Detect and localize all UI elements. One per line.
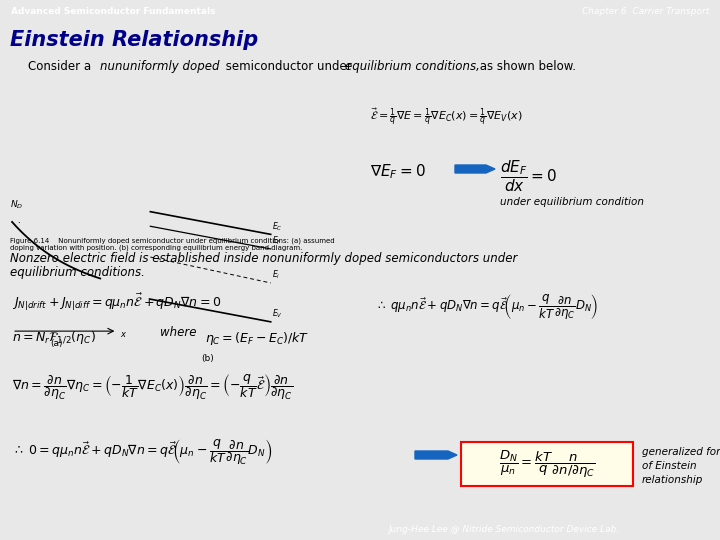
Text: $E_i$: $E_i$ [272, 269, 281, 281]
Text: $n = N_r\mathcal{F}_{1/2}(\eta_C)$: $n = N_r\mathcal{F}_{1/2}(\eta_C)$ [12, 330, 96, 347]
Text: Nonzero electric field is established inside nonuniformly doped semiconductors u: Nonzero electric field is established in… [10, 252, 518, 265]
Text: nununiformly doped: nununiformly doped [100, 60, 220, 73]
Text: where: where [160, 326, 197, 339]
Text: Consider a: Consider a [28, 60, 95, 73]
FancyArrow shape [415, 451, 457, 459]
Text: $E_F$: $E_F$ [272, 235, 282, 247]
Text: semiconductor under: semiconductor under [222, 60, 356, 73]
Text: $\therefore\; q\mu_n n\vec{\mathcal{E}} + qD_N \nabla n = q\vec{\mathcal{E}}\!\l: $\therefore\; q\mu_n n\vec{\mathcal{E}} … [375, 292, 598, 321]
Text: (a): (a) [50, 339, 63, 348]
Text: equilibrium conditions,: equilibrium conditions, [345, 60, 480, 73]
Text: $J_{N|drift} + J_{N|diff} = q\mu_n n\vec{\mathcal{E}} + qD_N \nabla n = 0$: $J_{N|drift} + J_{N|diff} = q\mu_n n\vec… [12, 292, 221, 313]
Text: Jung-Hee Lee @ Nitride Semiconductor Device Lab.: Jung-Hee Lee @ Nitride Semiconductor Dev… [388, 525, 620, 535]
Text: $\therefore\; 0 = q\mu_n n\vec{\mathcal{E}} + qD_N\nabla n = q\vec{\mathcal{E}}\: $\therefore\; 0 = q\mu_n n\vec{\mathcal{… [12, 437, 273, 467]
Text: $E_V$: $E_V$ [272, 308, 283, 320]
Text: equilibrium conditions.: equilibrium conditions. [10, 266, 145, 279]
Text: $x$: $x$ [120, 329, 127, 339]
Text: $\nabla E_F = 0$: $\nabla E_F = 0$ [370, 162, 426, 181]
Text: $\cdot$: $\cdot$ [17, 216, 21, 225]
Text: Advanced Semiconductor Fundamentals: Advanced Semiconductor Fundamentals [11, 6, 215, 16]
Text: $\nabla n = \dfrac{\partial n}{\partial \eta_C}\nabla\eta_C = \left(-\dfrac{1}{k: $\nabla n = \dfrac{\partial n}{\partial … [12, 372, 293, 402]
Text: under equilibrium condition: under equilibrium condition [500, 197, 644, 207]
Text: generalized form
of Einstein
relationship: generalized form of Einstein relationshi… [642, 447, 720, 485]
Text: $\vec{\mathcal{E}} = \frac{1}{q}\nabla E = \frac{1}{q}\nabla E_C(x) = \frac{1}{q: $\vec{\mathcal{E}} = \frac{1}{q}\nabla E… [370, 107, 523, 129]
FancyArrow shape [455, 165, 495, 173]
Text: (b): (b) [201, 354, 214, 363]
Text: Figure 6.14    Nonuniformly doped semiconductor under equilibrium conditions: (a: Figure 6.14 Nonuniformly doped semicondu… [10, 237, 335, 251]
Text: as shown below.: as shown below. [476, 60, 576, 73]
Text: $\dfrac{dE_F}{dx} = 0$: $\dfrac{dE_F}{dx} = 0$ [500, 159, 557, 194]
FancyBboxPatch shape [461, 442, 633, 486]
Text: $\eta_C = (E_F - E_C)/kT$: $\eta_C = (E_F - E_C)/kT$ [205, 330, 310, 347]
Text: Chapter 6  Carrier Transport: Chapter 6 Carrier Transport [582, 6, 709, 16]
Text: $N_D$: $N_D$ [9, 198, 23, 211]
Text: Einstein Relationship: Einstein Relationship [10, 30, 258, 50]
Text: $E_C$: $E_C$ [272, 220, 283, 233]
Text: $\dfrac{D_N}{\mu_n} = \dfrac{kT}{q}\dfrac{n}{\partial n/\partial\eta_C}$: $\dfrac{D_N}{\mu_n} = \dfrac{kT}{q}\dfra… [499, 448, 595, 480]
